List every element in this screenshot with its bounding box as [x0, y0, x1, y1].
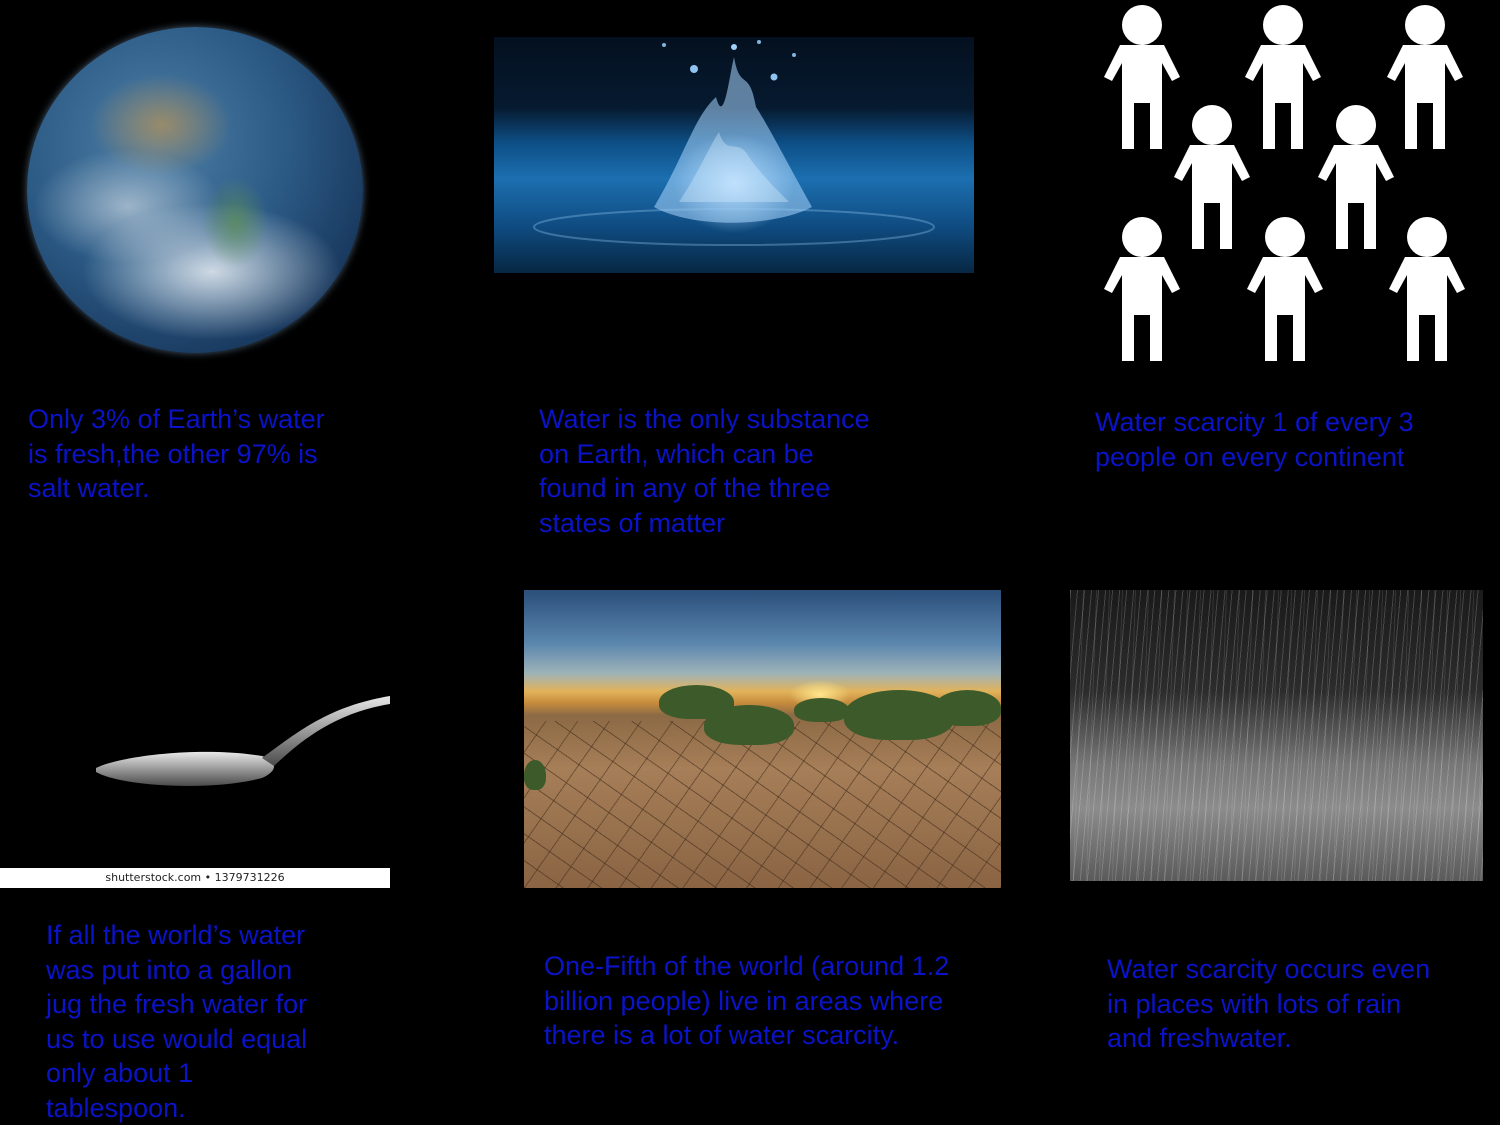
- image-credit: shutterstock.com • 1379731226: [0, 868, 390, 888]
- earth-caption: Only 3% of Earth’s water is fresh,the ot…: [28, 404, 325, 503]
- person-icon: [1247, 217, 1323, 361]
- splash-caption: Water is the only substance on Earth, wh…: [539, 404, 870, 538]
- bush: [934, 690, 1001, 726]
- people-icons: [1104, 5, 1465, 361]
- bush: [704, 705, 794, 745]
- people-icons-group: [1100, 5, 1472, 365]
- rain-streaks: [1070, 590, 1483, 881]
- person-icon: [1387, 5, 1463, 149]
- desert-caption: One-Fifth of the world (around 1.2 billi…: [544, 951, 950, 1050]
- person-icon: [1318, 105, 1394, 249]
- people-caption: Water scarcity 1 of every 3 people on ev…: [1095, 407, 1414, 472]
- bush: [794, 698, 849, 722]
- rain-caption: Water scarcity occurs even in places wit…: [1107, 954, 1431, 1053]
- water-splash-drawing: [533, 40, 935, 246]
- heavy-rain-image: [1070, 590, 1483, 881]
- person-icon: [1389, 217, 1465, 361]
- person-icon: [1245, 5, 1321, 149]
- spoon-drawing: [96, 696, 390, 786]
- cracked-ground: [524, 721, 1001, 888]
- person-icon: [1104, 5, 1180, 149]
- spoon-caption: If all the world’s water was put into a …: [46, 920, 308, 1123]
- person-icon: [1174, 105, 1250, 249]
- spoon-image: shutterstock.com • 1379731226: [0, 580, 390, 888]
- water-splash-image: [494, 37, 974, 273]
- dry-desert-image: [524, 590, 1001, 888]
- earth-image: [27, 27, 363, 353]
- bush: [524, 760, 546, 790]
- person-icon: [1104, 217, 1180, 361]
